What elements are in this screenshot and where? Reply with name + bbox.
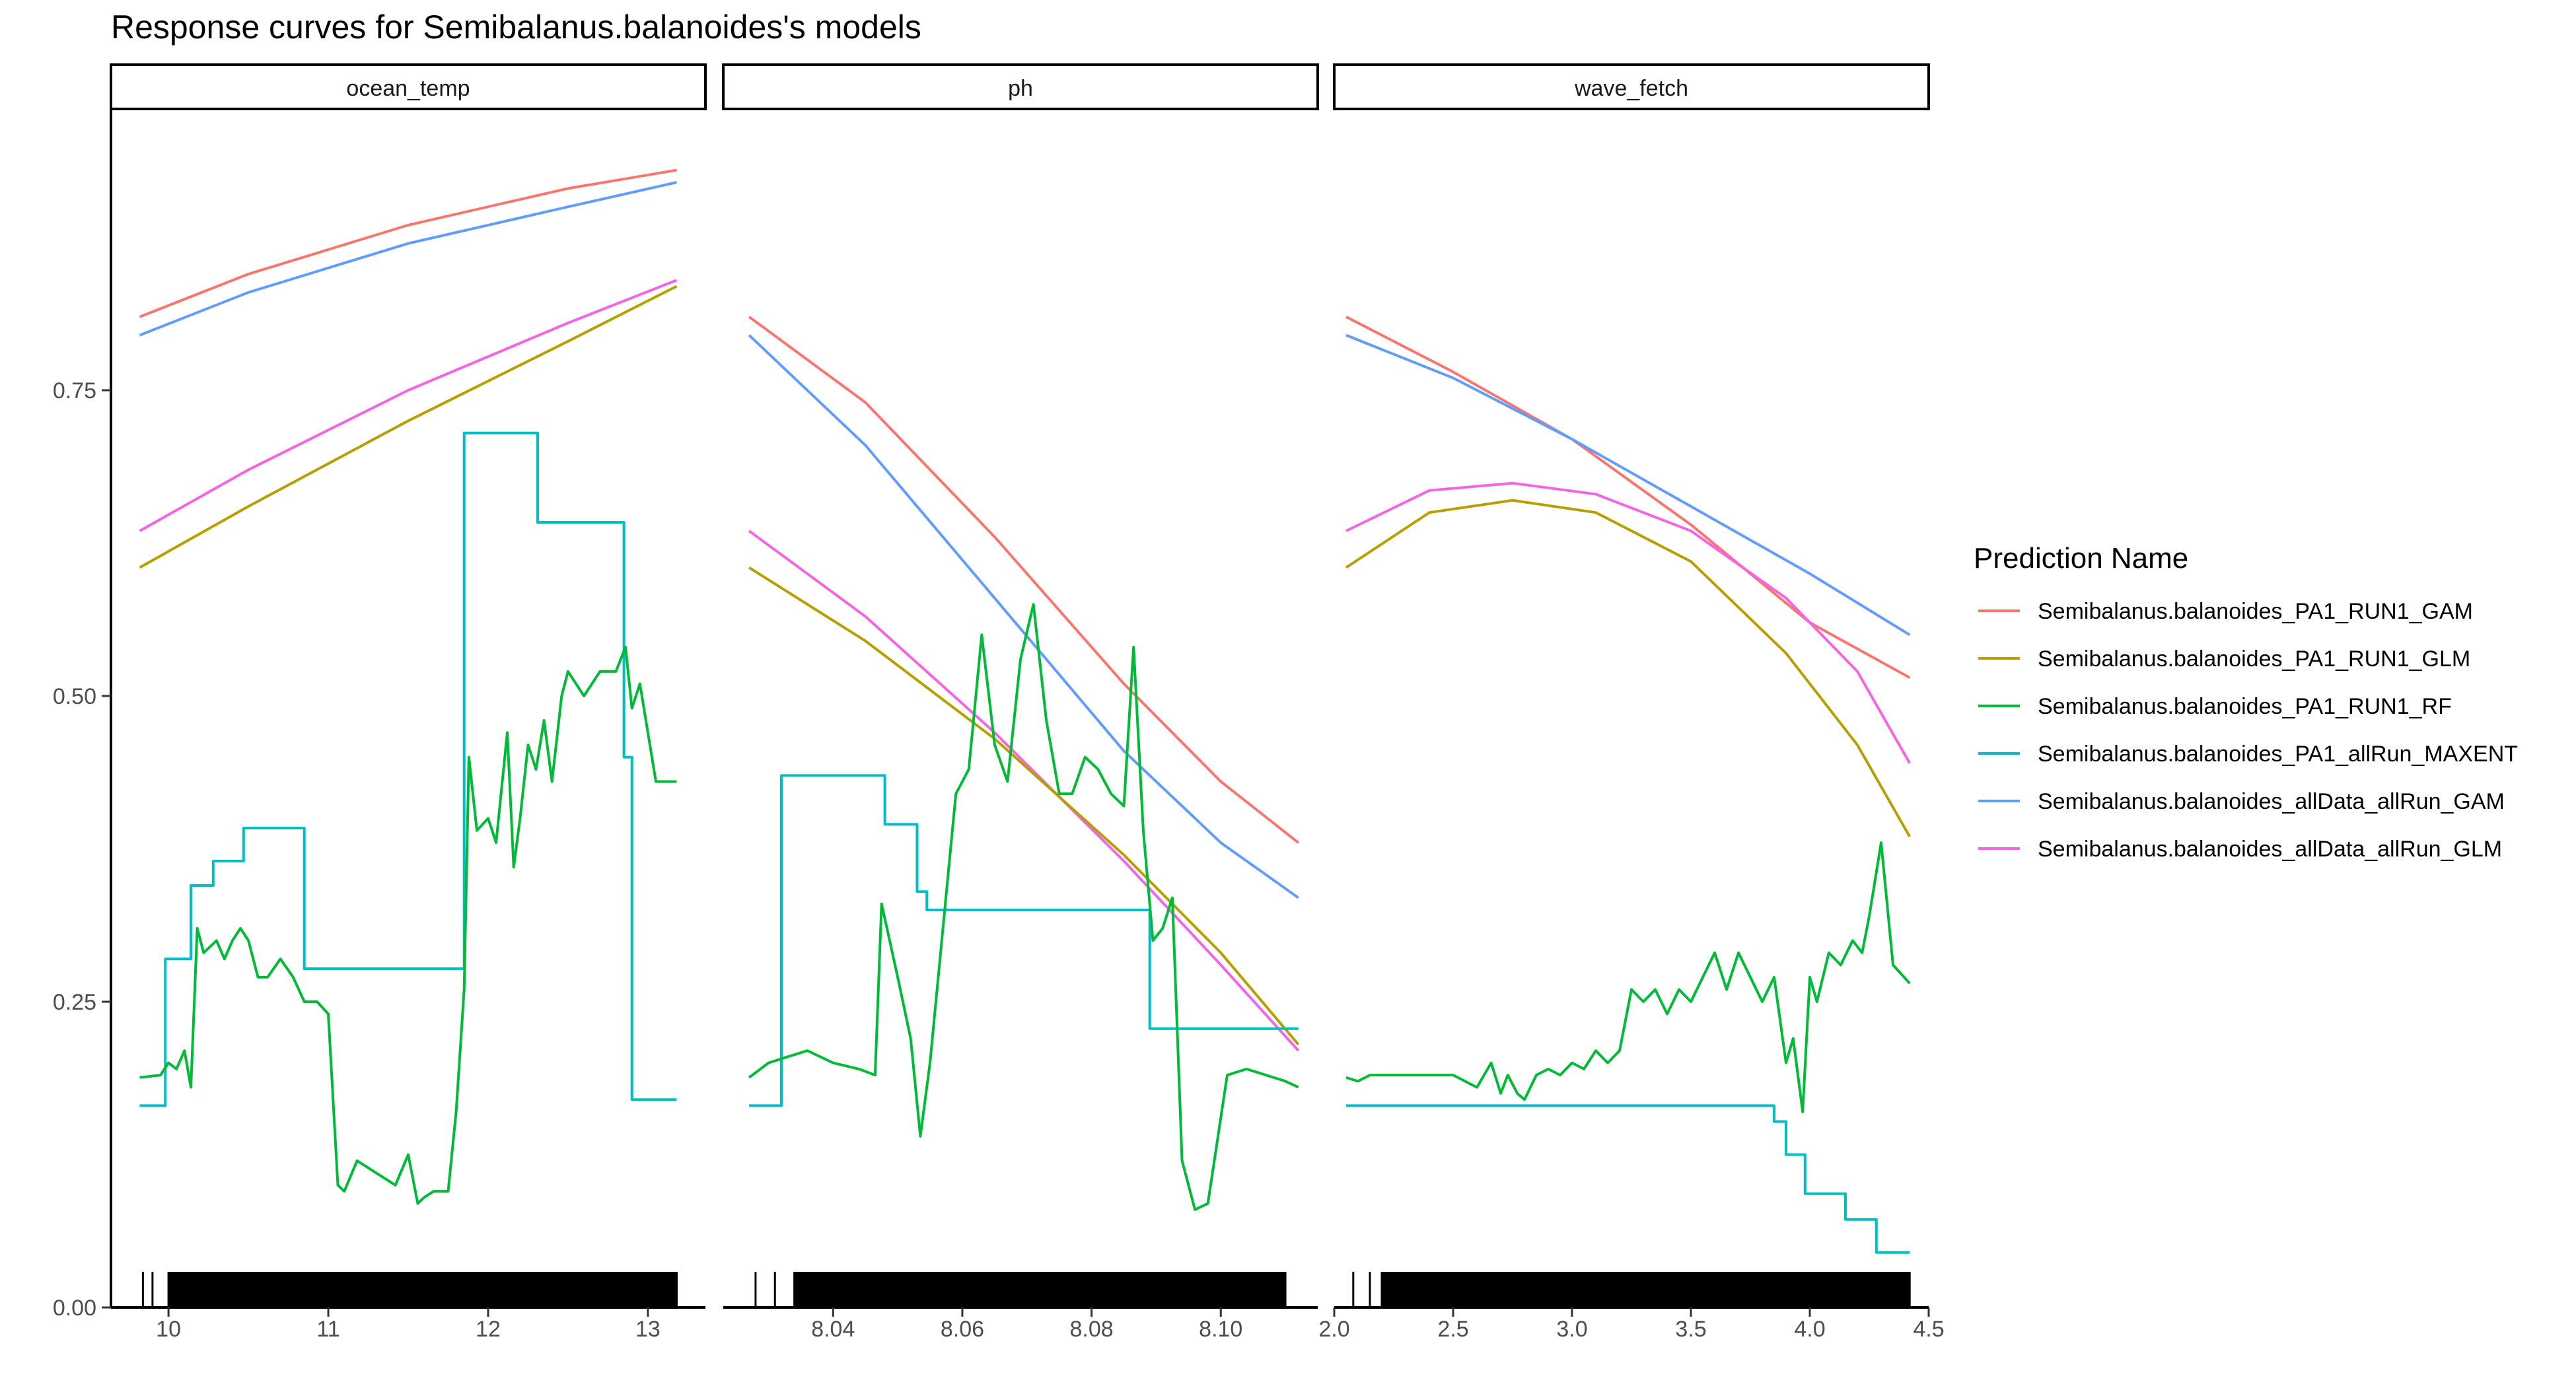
facet-strip-label: ocean_temp [346, 76, 470, 101]
legend-title: Prediction Name [1974, 542, 2188, 574]
series-line-pa1-run1-rf [139, 645, 677, 1205]
legend-item: Semibalanus.balanoides_PA1_allRun_MAXENT [1978, 742, 2518, 767]
series-line-pa1-run1-gam [139, 168, 677, 318]
series-line-pa1-run1-gam [748, 316, 1299, 844]
series-line-pa1-run1-rf [748, 603, 1299, 1211]
legend-item: Semibalanus.balanoides_PA1_RUN1_RF [1978, 694, 2452, 719]
series-line-pa1-run1-glm [139, 285, 678, 569]
legend-item: Semibalanus.balanoides_allData_allRun_GL… [1978, 837, 2502, 862]
facet-strip [110, 63, 707, 110]
legend-label: Semibalanus.balanoides_PA1_RUN1_GAM [2038, 599, 2473, 624]
facets-layer: ocean_temp 10 11 12 13 0.00 0.25 0.50 0.75 ph 8.04… [53, 63, 1945, 1342]
series-line-pa1-run1-rf [1345, 841, 1911, 1113]
facet-strip-label: wave_fetch [1574, 76, 1688, 101]
x-tick-label: 8.04 [811, 1317, 855, 1342]
x-tick-label: 12 [476, 1317, 501, 1342]
x-tick-label: 11 [316, 1317, 340, 1342]
rug-marks [141, 1272, 678, 1307]
chart-title: Response curves for Semibalanus.balanoid… [111, 9, 921, 46]
rug-band [1382, 1272, 1910, 1307]
series-line-pa1-allrun-maxent [749, 774, 1299, 1107]
rug-marks [1352, 1272, 1911, 1307]
series-line-pa1-run1-glm [748, 566, 1300, 1046]
facet-strip-label: ph [1008, 76, 1033, 101]
legend-label: Semibalanus.balanoides_allData_allRun_GA… [2038, 789, 2505, 814]
x-tick-label: 8.10 [1199, 1317, 1242, 1342]
series-line-pa1-allrun-maxent [1346, 1104, 1910, 1254]
legend-label: Semibalanus.balanoides_PA1_RUN1_RF [2038, 694, 2452, 719]
y-tick-label: 0.50 [53, 684, 96, 709]
series-line-pa1-run1-glm [1345, 499, 1911, 837]
rug-band [168, 1272, 677, 1307]
series-line-alldata-allrun-gam [139, 181, 677, 337]
facet-strip [722, 63, 1319, 110]
x-tick-label: 3.5 [1675, 1317, 1706, 1342]
rug-band [794, 1272, 1286, 1307]
legend-label: Semibalanus.balanoides_PA1_allRun_MAXENT [2038, 742, 2518, 767]
facet-ph: ph 8.04 8.06 8.08 8.10 [722, 63, 1319, 1342]
y-tick-label: 0.75 [53, 378, 96, 403]
x-tick-label: 10 [156, 1317, 181, 1342]
legend: Prediction Name Semibalanus.balanoides_P… [1974, 542, 2518, 862]
rug-marks [754, 1272, 1287, 1307]
x-tick-label: 4.0 [1794, 1317, 1825, 1342]
facet-strip [1333, 63, 1930, 110]
x-tick-label: 13 [635, 1317, 661, 1342]
series-line-alldata-allrun-gam [748, 334, 1299, 899]
facet-wave-fetch: wave_fetch 2.0 2.5 3.0 3.5 4.0 4.5 [1318, 63, 1945, 1342]
series-line-pa1-run1-gam [1345, 316, 1911, 679]
x-tick-label: 4.5 [1913, 1317, 1944, 1342]
y-tick-label: 0.00 [53, 1296, 96, 1321]
y-tick-label: 0.25 [53, 990, 96, 1015]
x-tick-label: 2.5 [1437, 1317, 1468, 1342]
legend-item: Semibalanus.balanoides_PA1_RUN1_GLM [1978, 646, 2470, 672]
legend-item: Semibalanus.balanoides_allData_allRun_GA… [1978, 789, 2505, 814]
facet-ocean-temp: ocean_temp 10 11 12 13 0.00 0.25 0.50 0.75 [53, 63, 707, 1342]
series-line-alldata-allrun-glm [139, 279, 678, 532]
legend-item: Semibalanus.balanoides_PA1_RUN1_GAM [1978, 599, 2473, 624]
series-line-alldata-allrun-glm [1345, 481, 1911, 764]
x-tick-label: 8.06 [941, 1317, 984, 1342]
x-tick-label: 8.08 [1070, 1317, 1114, 1342]
legend-label: Semibalanus.balanoides_allData_allRun_GL… [2038, 837, 2502, 862]
series-line-pa1-allrun-maxent [139, 431, 677, 1107]
x-tick-label: 3.0 [1556, 1317, 1587, 1342]
legend-label: Semibalanus.balanoides_PA1_RUN1_GLM [2038, 646, 2470, 672]
x-tick-label: 2.0 [1318, 1317, 1349, 1342]
series-line-alldata-allrun-gam [1345, 333, 1911, 637]
